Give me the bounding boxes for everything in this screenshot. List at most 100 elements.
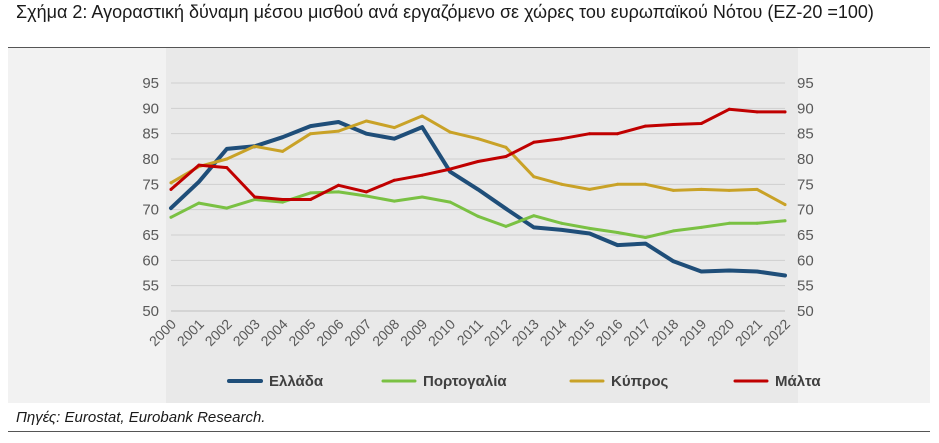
data-point [225,206,229,210]
data-point [532,175,536,179]
data-point [476,137,480,141]
data-point [727,188,731,192]
data-point [783,110,787,114]
data-point [392,137,396,141]
data-point [309,132,312,136]
data-point [337,120,340,124]
data-point [169,215,173,219]
legend-label: Πορτογαλία [423,373,507,390]
data-point [420,114,424,118]
data-point [448,167,452,171]
data-point [588,132,592,136]
data-point [532,140,536,144]
data-point [727,107,731,111]
data-point [755,187,759,191]
data-point [504,145,508,149]
data-point [364,119,368,123]
data-point [616,231,619,234]
data-point [699,225,703,229]
data-point [616,182,619,186]
plot-background [166,48,798,403]
data-point [644,182,647,186]
data-point [476,187,480,191]
y-tick-label-left: 85 [142,126,159,143]
y-tick-label-right: 80 [797,151,814,168]
line-chart: 50 55 60 65 70 75 80 85 90 95 50 55 60 65 70 75 80 85 90 9… [142,48,821,403]
data-point [337,183,340,187]
data-point [588,226,592,230]
data-point [476,214,480,218]
data-point [560,182,564,186]
data-point [560,137,564,141]
source-note: Πηγές: Eurostat, Eurobank Research. [16,409,266,426]
data-point [532,225,536,229]
data-point [616,132,619,136]
data-point [364,132,368,136]
data-point [560,221,564,225]
y-tick-label-right: 75 [797,176,814,193]
legend-label: Ελλάδα [269,373,324,390]
data-point [420,173,424,177]
data-point [197,163,201,167]
y-tick-label-left: 75 [142,176,159,193]
data-point [169,206,173,210]
y-tick-label-right: 60 [797,252,814,269]
data-point [309,191,312,195]
y-tick-label-left: 50 [142,303,159,320]
data-point [420,125,424,129]
y-tick-label-right: 50 [797,303,814,320]
data-point [699,187,703,191]
data-point [755,221,759,225]
y-tick-label-left: 90 [142,100,159,117]
data-point [169,181,173,185]
data-point [225,166,229,170]
data-point [755,110,759,114]
data-point [560,228,564,232]
data-point [420,195,424,199]
legend: Ελλάδα Πορτογαλία Κύπρος Μάλτα [227,373,821,390]
series-lines [169,107,787,278]
data-point [253,144,257,148]
data-point [392,126,396,130]
data-point [699,122,703,125]
data-point [671,229,675,233]
data-point [671,123,675,126]
data-point [364,194,368,198]
legend-label: Κύπρος [611,373,668,390]
data-point [644,242,647,246]
data-point [783,219,787,223]
data-point [755,270,759,273]
y-tick-label-right: 95 [797,75,814,92]
data-point [588,232,592,235]
data-point [783,274,787,277]
data-point [727,269,731,272]
data-point [281,149,285,153]
data-point [253,195,257,199]
data-point [392,178,396,182]
data-point [504,155,508,158]
data-point [364,190,368,194]
data-point [281,200,285,204]
data-point [309,198,312,201]
data-point [504,224,508,228]
data-point [783,203,787,207]
y-tick-label-left: 95 [142,75,159,92]
data-point [337,190,340,194]
data-point [197,201,201,205]
data-point [727,221,731,225]
data-point [644,236,647,239]
data-point [588,187,592,191]
y-tick-label-right: 90 [797,100,814,117]
figure-title: Σχήμα 2: Αγοραστική δύναμη μέσου μισθού … [16,2,874,22]
data-point [671,259,675,263]
y-axis-left: 50 55 60 65 70 75 80 85 90 95 [142,75,159,320]
data-point [197,180,201,184]
data-point [532,214,536,218]
chart-panel: 50 55 60 65 70 75 80 85 90 95 50 55 60 65 70 75 80 85 90 9… [8,48,930,403]
y-axis-right: 50 55 60 65 70 75 80 85 90 95 [797,75,814,320]
y-tick-label-left: 65 [142,227,159,244]
data-point [448,130,452,134]
data-point [225,147,229,151]
y-tick-label-right: 70 [797,202,814,219]
y-tick-label-right: 85 [797,126,814,143]
